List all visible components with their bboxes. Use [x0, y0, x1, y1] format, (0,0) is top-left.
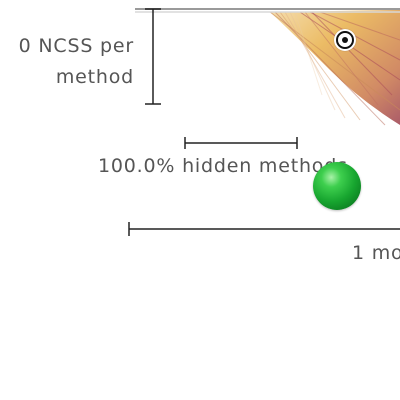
- time-scale-label: 1 mo: [352, 242, 400, 264]
- ncss-label-line1: 0 NCSS per: [18, 35, 134, 57]
- ncss-per-method-label: 0 NCSS per method: [0, 31, 134, 93]
- target-ring: [336, 31, 354, 49]
- burst-strands: [269, 11, 400, 126]
- hidden-methods-label: 100.0% hidden methods: [98, 155, 348, 177]
- ncss-label-line2: method: [55, 66, 134, 88]
- hidden-methods-scale-bar: [184, 137, 298, 149]
- time-scale-bar: [128, 222, 400, 236]
- target-icon[interactable]: [334, 29, 356, 51]
- target-dot: [342, 37, 348, 43]
- ncss-scale-bar: [145, 8, 161, 105]
- burst-fill: [270, 10, 400, 125]
- green-sphere-icon[interactable]: [313, 162, 361, 210]
